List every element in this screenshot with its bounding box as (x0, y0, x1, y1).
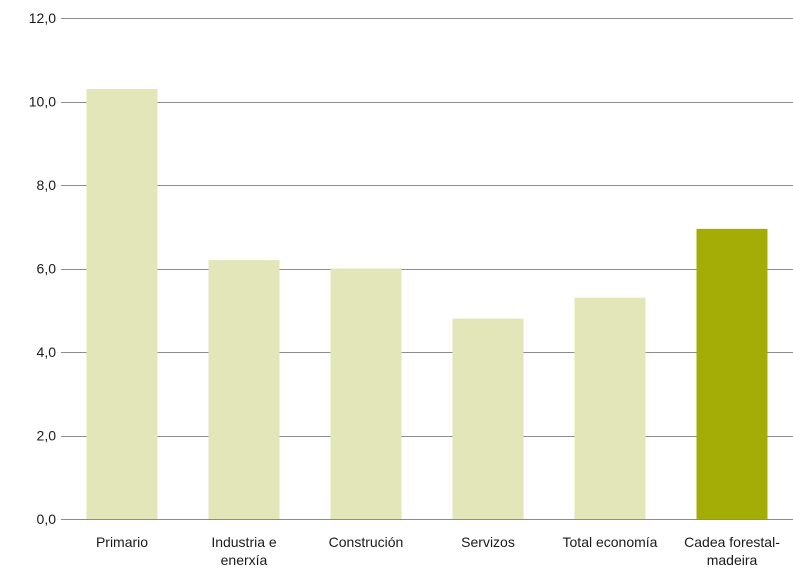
bar-5 (696, 228, 768, 519)
gridlines (61, 18, 793, 437)
bar-4 (574, 297, 646, 519)
y-tick-labels: 0,0 2,0 4,0 6,0 8,0 10,0 12,0 (29, 10, 56, 527)
y-tick-label: 12,0 (29, 10, 56, 26)
y-tick-label: 6,0 (37, 261, 57, 277)
y-tick-label: 0,0 (37, 511, 57, 527)
x-tick-label: Construción (329, 534, 404, 550)
y-tick-label: 10,0 (29, 94, 56, 110)
y-tick-label: 2,0 (37, 428, 57, 444)
x-tick-label: Cadea forestal-madeira (684, 534, 780, 568)
bar-1 (208, 260, 280, 519)
y-tick-label: 8,0 (37, 177, 57, 193)
bar-2 (330, 268, 402, 519)
y-tick-label: 4,0 (37, 344, 57, 360)
x-tick-label: Servizos (461, 534, 515, 550)
x-tick-label: Industria e enerxía (211, 534, 277, 568)
x-tick-labels: Primario Industria e enerxía Construción Ser… (96, 534, 780, 568)
x-tick-label: Total economía (563, 534, 658, 550)
bar-3 (452, 318, 524, 519)
bars (86, 88, 768, 519)
bar-0 (86, 88, 158, 519)
x-tick-label: Primario (96, 534, 148, 550)
